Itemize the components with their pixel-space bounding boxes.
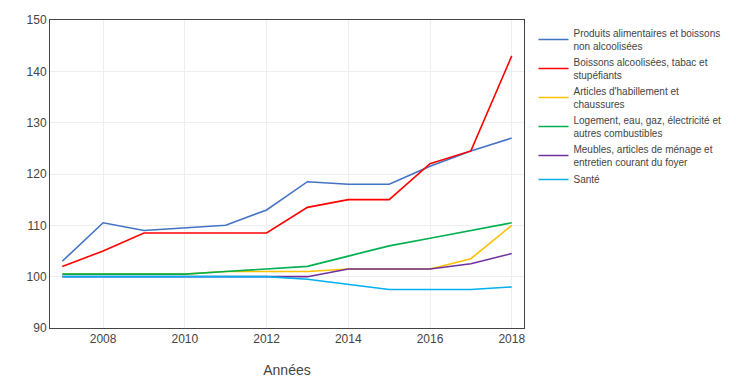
svg-text:Années: Années [263, 362, 310, 378]
svg-text:140: 140 [27, 65, 47, 79]
svg-text:120: 120 [27, 167, 47, 181]
svg-text:150: 150 [27, 13, 47, 27]
svg-text:2016: 2016 [417, 332, 444, 346]
svg-text:110: 110 [27, 219, 46, 233]
svg-text:2018: 2018 [498, 332, 525, 346]
svg-text:130: 130 [27, 116, 47, 130]
svg-text:2012: 2012 [253, 332, 280, 346]
svg-text:2010: 2010 [171, 332, 198, 346]
svg-text:2008: 2008 [90, 332, 117, 346]
svg-text:Produits alimentaires et boiss: Produits alimentaires et boissonsnon alc… [573, 28, 720, 52]
svg-text:2014: 2014 [335, 332, 362, 346]
svg-text:Articles d'habillement etchaus: Articles d'habillement etchaussures [573, 86, 679, 110]
svg-text:100: 100 [27, 270, 47, 284]
svg-text:Santé: Santé [573, 174, 600, 185]
svg-text:90: 90 [33, 321, 47, 335]
svg-text:Boissons alcoolisées, tabac et: Boissons alcoolisées, tabac etstupéfiant… [573, 57, 707, 81]
svg-text:Logement, eau, gaz, électricit: Logement, eau, gaz, électricité etautres… [573, 115, 721, 139]
svg-text:Meubles, articles de ménage et: Meubles, articles de ménage etentretien … [573, 144, 712, 168]
